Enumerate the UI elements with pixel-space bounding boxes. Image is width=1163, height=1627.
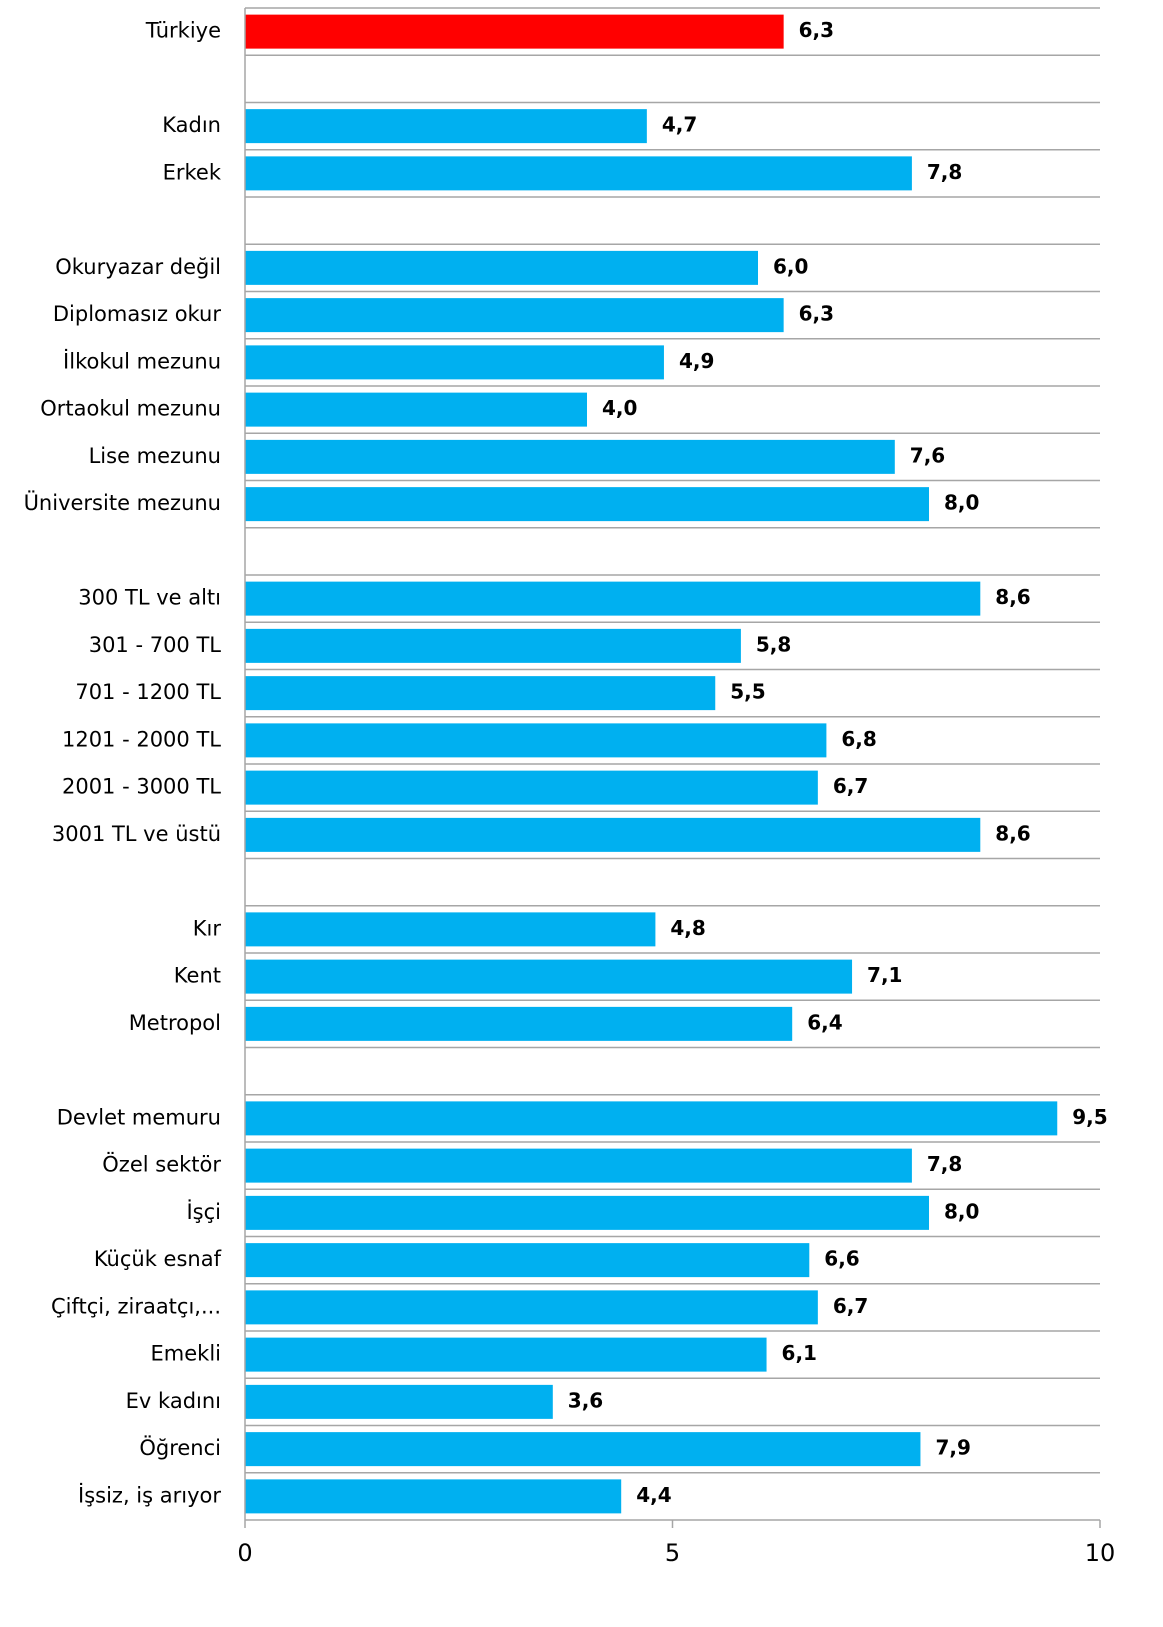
category-label: 2001 - 3000 TL xyxy=(62,775,221,799)
category-label: Küçük esnaf xyxy=(94,1247,222,1271)
bar xyxy=(245,1243,810,1278)
category-label: Okuryazar değil xyxy=(55,255,221,279)
value-label: 6,7 xyxy=(833,1294,868,1318)
value-label: 7,8 xyxy=(927,160,962,184)
bar xyxy=(245,1479,622,1514)
bar xyxy=(245,439,895,474)
category-label: İşçi xyxy=(186,1199,221,1224)
value-label: 8,0 xyxy=(944,491,979,515)
value-label: 6,3 xyxy=(799,18,834,42)
category-label: 3001 TL ve üstü xyxy=(52,822,221,846)
category-label: Metropol xyxy=(129,1011,221,1035)
value-label: 4,8 xyxy=(670,916,705,940)
bar xyxy=(245,392,587,427)
category-label: Üniversite mezunu xyxy=(24,490,221,515)
category-label: 300 TL ve altı xyxy=(78,586,221,610)
value-label: 4,9 xyxy=(679,349,714,373)
category-label: Kent xyxy=(174,964,221,988)
category-label: Lise mezunu xyxy=(89,444,221,468)
value-label: 4,4 xyxy=(636,1483,671,1507)
value-label: 6,0 xyxy=(773,254,808,278)
value-label: 6,3 xyxy=(799,302,834,326)
bar xyxy=(245,14,784,49)
value-label: 8,6 xyxy=(995,585,1030,609)
value-label: 4,0 xyxy=(602,396,637,420)
bar xyxy=(245,912,656,947)
category-label: Özel sektör xyxy=(102,1152,221,1177)
category-label: İlkokul mezunu xyxy=(63,348,221,373)
category-label: Türkiye xyxy=(145,19,221,43)
value-label: 6,8 xyxy=(841,727,876,751)
category-label: Kadın xyxy=(162,113,221,137)
value-label: 6,7 xyxy=(833,774,868,798)
category-label: 301 - 700 TL xyxy=(89,633,222,657)
bar xyxy=(245,156,912,191)
category-label: 701 - 1200 TL xyxy=(75,680,221,704)
value-label: 6,1 xyxy=(782,1341,817,1365)
bar xyxy=(245,1384,553,1419)
bar xyxy=(245,298,784,333)
bar xyxy=(245,1432,921,1467)
bar xyxy=(245,487,929,522)
bar xyxy=(245,109,647,144)
value-label: 3,6 xyxy=(568,1388,603,1412)
bar xyxy=(245,628,741,663)
bar xyxy=(245,959,853,994)
category-label: Diplomasız okur xyxy=(53,302,221,326)
bar xyxy=(245,1290,818,1325)
bar xyxy=(245,1195,929,1230)
bar xyxy=(245,1148,912,1183)
bar xyxy=(245,817,981,852)
bar xyxy=(245,1337,767,1372)
category-label: İşsiz, iş arıyor xyxy=(78,1482,221,1507)
category-label: Kır xyxy=(193,916,222,940)
category-label: Erkek xyxy=(163,160,222,184)
category-label: Çiftçi, ziraatçı,... xyxy=(51,1294,221,1318)
category-label: Öğrenci xyxy=(139,1435,221,1460)
category-label: Ev kadını xyxy=(126,1389,221,1413)
x-tick-label: 0 xyxy=(237,1539,252,1567)
value-label: 7,9 xyxy=(935,1436,970,1460)
bar xyxy=(245,345,664,380)
value-label: 4,7 xyxy=(662,113,697,137)
bar xyxy=(245,1101,1058,1136)
value-label: 8,6 xyxy=(995,821,1030,845)
x-tick-label: 5 xyxy=(665,1539,680,1567)
value-label: 7,1 xyxy=(867,963,902,987)
value-label: 7,6 xyxy=(910,443,945,467)
value-label: 6,6 xyxy=(824,1247,859,1271)
value-label: 9,5 xyxy=(1072,1105,1107,1129)
category-label: Ortaokul mezunu xyxy=(40,397,221,421)
bar xyxy=(245,250,758,285)
value-label: 5,8 xyxy=(756,632,791,656)
category-label: Emekli xyxy=(151,1342,221,1366)
x-tick-label: 10 xyxy=(1085,1539,1116,1567)
value-label: 5,5 xyxy=(730,680,765,704)
bar xyxy=(245,676,716,711)
bar xyxy=(245,1006,793,1041)
category-label: Devlet memuru xyxy=(57,1105,221,1129)
bar xyxy=(245,770,818,805)
category-label: 1201 - 2000 TL xyxy=(62,727,221,751)
bar xyxy=(245,581,981,616)
value-label: 8,0 xyxy=(944,1199,979,1223)
value-label: 6,4 xyxy=(807,1010,842,1034)
value-label: 7,8 xyxy=(927,1152,962,1176)
bar xyxy=(245,723,827,758)
